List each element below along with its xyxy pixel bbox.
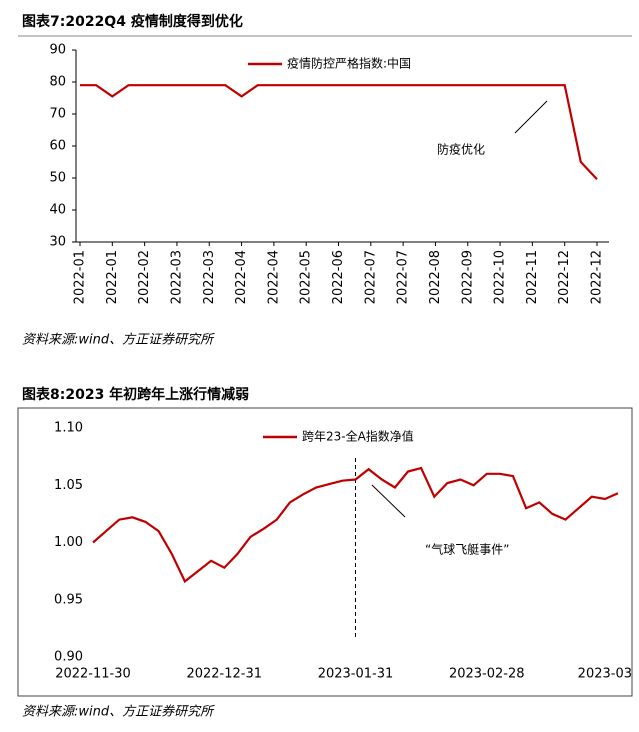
y-tick-label: 0.90 <box>54 650 83 665</box>
x-tick-label: 2022-12-31 <box>186 667 262 682</box>
x-tick-label: 2022-03 <box>202 250 217 304</box>
y-tick-label: 80 <box>49 75 66 90</box>
legend-label: 疫情防控严格指数:中国 <box>287 56 411 71</box>
y-tick-label: 40 <box>49 203 66 218</box>
x-tick-label: 2022-08 <box>428 250 443 304</box>
x-tick-label: 2023-01-31 <box>318 667 394 682</box>
source: 资料来源:wind、方正证券研究所 <box>22 704 215 720</box>
y-tick-label: 0.95 <box>54 592 83 607</box>
x-tick-label: 2022-03 <box>169 250 184 304</box>
x-tick-label: 2023-03 <box>578 667 632 682</box>
x-tick-label: 2022-04 <box>234 250 249 304</box>
y-tick-label: 1.05 <box>54 478 83 493</box>
chart-frame <box>17 407 633 697</box>
x-tick-label: 2022-07 <box>363 250 378 304</box>
x-tick-label: 2022-02 <box>137 250 152 304</box>
source: 资料来源:wind、方正证券研究所 <box>22 332 215 348</box>
y-tick-label: 60 <box>49 139 66 154</box>
x-tick-label: 2022-12 <box>557 250 572 304</box>
annotation: “气球飞艇事件” <box>425 542 509 557</box>
x-tick-label: 2022-06 <box>331 250 346 304</box>
x-tick-label: 2022-07 <box>396 250 411 304</box>
series-line <box>92 466 619 584</box>
x-tick-label: 2022-09 <box>460 250 475 304</box>
legend-label: 跨年23-全A指数净值 <box>302 429 414 444</box>
annotation: 防疫优化 <box>437 142 485 157</box>
x-tick-label: 2022-12 <box>590 250 605 304</box>
x-tick-label: 2022-01 <box>105 250 120 304</box>
x-tick-label: 2022-10 <box>493 250 508 304</box>
x-tick-label: 2023-02-28 <box>449 667 525 682</box>
annotation-pointer <box>371 484 406 518</box>
x-tick-label: 2022-11 <box>525 250 540 304</box>
annotation-pointer <box>514 100 548 134</box>
x-tick-label: 2022-11-30 <box>55 667 131 682</box>
y-tick-label: 90 <box>49 43 66 58</box>
y-tick-label: 70 <box>49 107 66 122</box>
x-tick-label: 2022-04 <box>266 250 281 304</box>
x-tick-label: 2022-01 <box>73 250 88 304</box>
y-tick-label: 30 <box>49 235 66 250</box>
x-tick-label: 2022-05 <box>299 250 314 304</box>
y-tick-label: 1.10 <box>54 421 83 436</box>
figure-title: 图表8:2023 年初跨年上涨行情减弱 <box>22 386 249 403</box>
series-line <box>80 84 598 181</box>
figure-title: 图表7:2022Q4 疫情制度得到优化 <box>22 13 243 30</box>
y-tick-label: 1.00 <box>54 535 83 550</box>
y-tick-label: 50 <box>49 171 66 186</box>
